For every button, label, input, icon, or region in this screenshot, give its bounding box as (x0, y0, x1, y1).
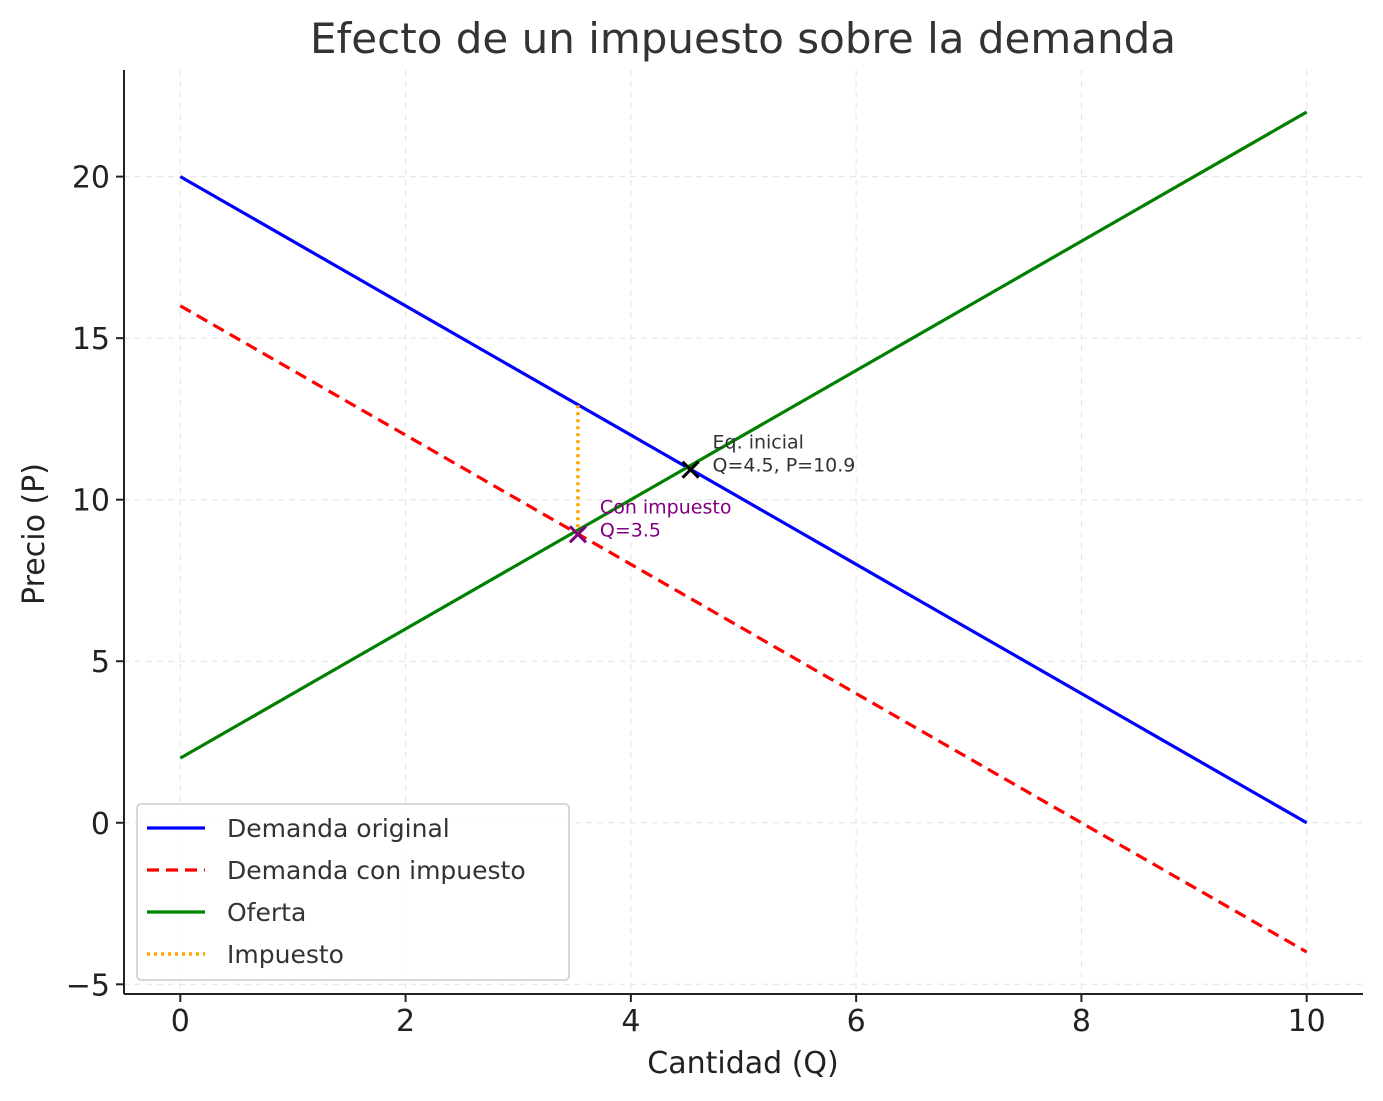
legend-label-2: Oferta (227, 898, 306, 927)
grid (124, 70, 1363, 994)
x-tick-label-0: 0 (171, 1004, 190, 1039)
point-annotation-1-1: Q=3.5 (600, 519, 661, 541)
point-marker-0 (681, 460, 700, 479)
point-marker-stroke-b-0 (681, 460, 700, 479)
y-tick-label-5: 20 (72, 161, 110, 196)
series-line-2 (179, 110, 1308, 760)
x-tick-label-4: 8 (1072, 1004, 1091, 1039)
point-annotation-0-1: Q=4.5, P=10.9 (713, 455, 856, 477)
point-annotation-0-0: Eq. inicial (713, 432, 804, 454)
y-tick-label-0: −5 (66, 968, 110, 1003)
y-tick-label-4: 15 (72, 322, 110, 357)
point-marker-stroke-b-1 (568, 525, 587, 544)
legend-label-1: Demanda con impuesto (227, 856, 526, 885)
legend-label-3: Impuesto (227, 940, 344, 969)
legend-label-0: Demanda original (227, 814, 450, 843)
x-axis-label: Cantidad (Q) (647, 1046, 838, 1081)
x-tick-label-5: 10 (1288, 1004, 1326, 1039)
point-annotation-1-0: Con impuesto (600, 496, 732, 518)
legend-box (136, 803, 570, 981)
axes: 0 2 4 6 8 10 −5 0 5 10 15 20 (66, 70, 1363, 1039)
series-line-1 (179, 304, 1308, 954)
y-axis-label: Precio (P) (17, 463, 52, 605)
y-tick-label-1: 0 (91, 807, 110, 842)
series-line-0 (179, 175, 1308, 825)
legend: Demanda original Demanda con impuesto Ofer… (136, 803, 570, 981)
x-tick-label-1: 2 (396, 1004, 415, 1039)
y-tick-label-2: 5 (91, 645, 110, 680)
series-group (179, 110, 1308, 954)
x-tick-label-2: 4 (621, 1004, 640, 1039)
chart-title: Efecto de un impuesto sobre la demanda (310, 14, 1176, 63)
x-tick-label-3: 6 (847, 1004, 866, 1039)
y-tick-label-3: 10 (72, 484, 110, 519)
point-marker-1 (568, 525, 587, 544)
